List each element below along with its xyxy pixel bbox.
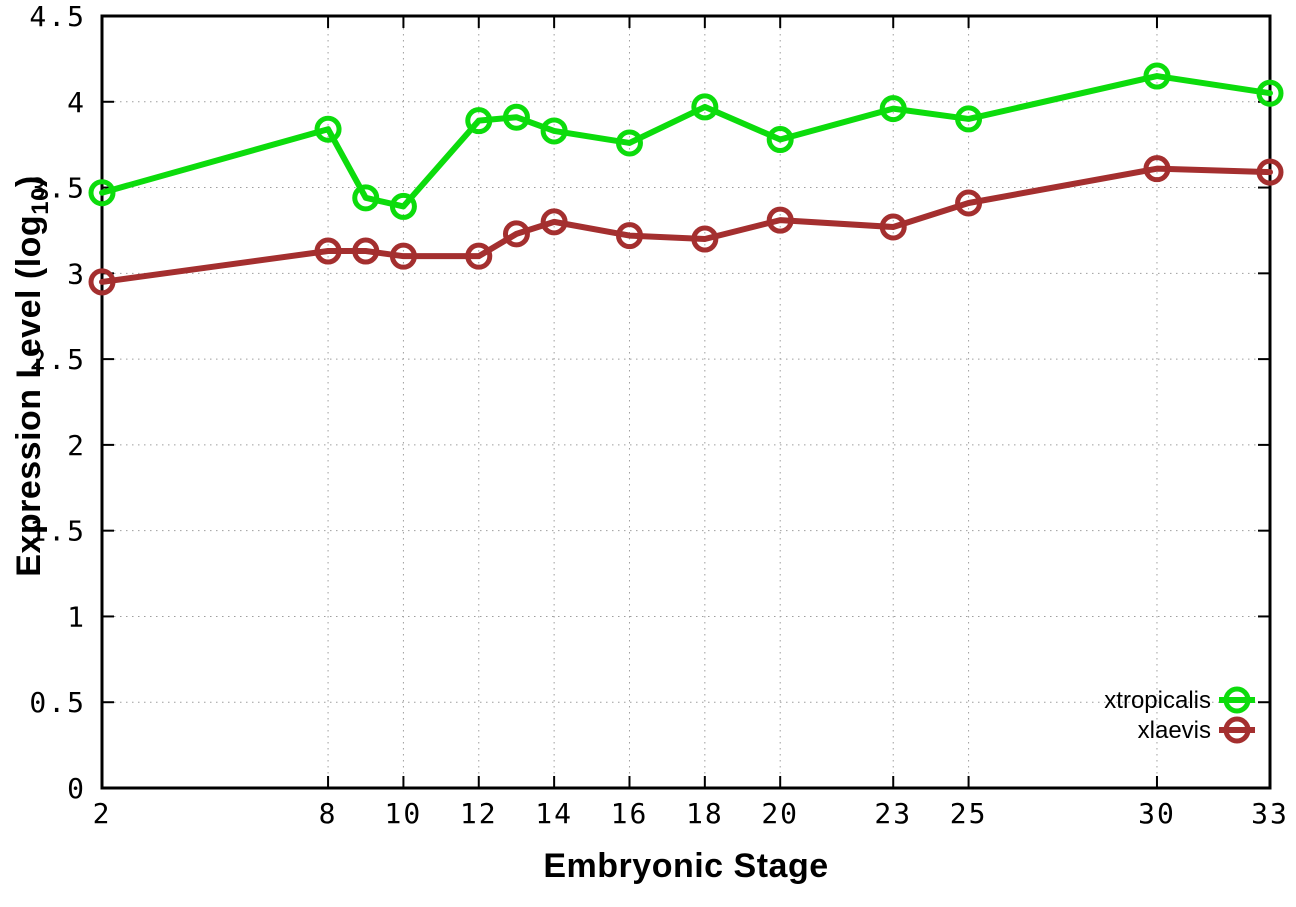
data-point-marker-xlaevis xyxy=(389,242,417,270)
data-point-marker-xlaevis xyxy=(502,220,530,248)
x-tick-label: 30 xyxy=(1138,797,1176,830)
x-tick-label: 20 xyxy=(761,797,799,830)
plot-border xyxy=(100,14,1272,790)
data-point-marker-xtropicalis xyxy=(615,129,643,157)
x-tick-label: 8 xyxy=(319,797,338,830)
plot-area: 2 8 10 12 14 16 18 20 23 25 30 33 0 0.5 1 1.5 2 2.5 3 3.5 4 4… xyxy=(29,0,1289,830)
data-point-marker-xlaevis xyxy=(540,208,568,236)
svg-text:Expression Level (log10): Expression Level (log10) xyxy=(10,175,54,576)
x-tick-label: 18 xyxy=(686,797,724,830)
x-tick-label: 25 xyxy=(950,797,988,830)
data-point-marker-xtropicalis xyxy=(1143,62,1171,90)
legend-marker-xtropicalis xyxy=(1223,686,1251,714)
x-tick-label: 14 xyxy=(535,797,573,830)
data-point-marker-xtropicalis xyxy=(314,115,342,143)
legend-label-xlaevis: xlaevis xyxy=(1138,717,1211,744)
data-point-marker-xlaevis xyxy=(1143,155,1171,183)
data-point-marker-xtropicalis xyxy=(88,179,116,207)
y-tick-label: 1 xyxy=(67,600,86,633)
x-axis-title: Embryonic Stage xyxy=(543,847,828,885)
data-point-marker-xtropicalis xyxy=(352,184,380,212)
x-tick-label: 12 xyxy=(460,797,498,830)
y-tick-label: 3 xyxy=(67,257,86,290)
data-point-marker-xlaevis xyxy=(879,213,907,241)
series-line-xtropicalis xyxy=(99,73,1273,210)
data-point-marker-xtropicalis xyxy=(389,192,417,220)
data-point-marker-xlaevis xyxy=(314,237,342,265)
legend-marker-xlaevis xyxy=(1223,716,1251,744)
data-point-marker-xtropicalis xyxy=(540,117,568,145)
x-tick-label: 10 xyxy=(385,797,423,830)
y-tick-label: 4.5 xyxy=(29,0,86,33)
y-tick-label: 4 xyxy=(67,86,86,119)
data-point-marker-xlaevis xyxy=(766,206,794,234)
series-line-xlaevis xyxy=(99,165,1273,285)
y-tick-label: 2.5 xyxy=(29,343,86,376)
data-point-marker-xtropicalis xyxy=(465,107,493,135)
data-point-marker-xlaevis xyxy=(1256,158,1284,186)
x-tick-label: 23 xyxy=(874,797,912,830)
y-axis-title: Expression Level (log10) xyxy=(10,175,54,576)
data-point-marker-xlaevis xyxy=(955,189,983,217)
data-point-marker-xlaevis xyxy=(352,237,380,265)
y-tick-label: 1.5 xyxy=(29,515,86,548)
y-tick-label: 0.5 xyxy=(29,686,86,719)
x-tick-label: 2 xyxy=(93,797,112,830)
data-point-marker-xtropicalis xyxy=(1256,79,1284,107)
x-tick-label: 16 xyxy=(611,797,649,830)
data-point-marker-xtropicalis xyxy=(879,95,907,123)
data-point-marker-xtropicalis xyxy=(691,93,719,121)
data-point-marker-xtropicalis xyxy=(502,103,530,131)
y-tick-label: 2 xyxy=(67,429,86,462)
data-point-marker-xtropicalis xyxy=(955,105,983,133)
x-tick-label: 33 xyxy=(1251,797,1289,830)
data-point-marker-xlaevis xyxy=(465,242,493,270)
data-point-marker-xlaevis xyxy=(88,268,116,296)
data-point-marker-xtropicalis xyxy=(766,126,794,154)
data-point-marker-xlaevis xyxy=(691,225,719,253)
y-tick-label: 0 xyxy=(67,772,86,805)
legend-label-xtropicalis: xtropicalis xyxy=(1104,687,1211,714)
data-point-marker-xlaevis xyxy=(615,222,643,250)
y-tick-label: 3.5 xyxy=(29,172,86,205)
